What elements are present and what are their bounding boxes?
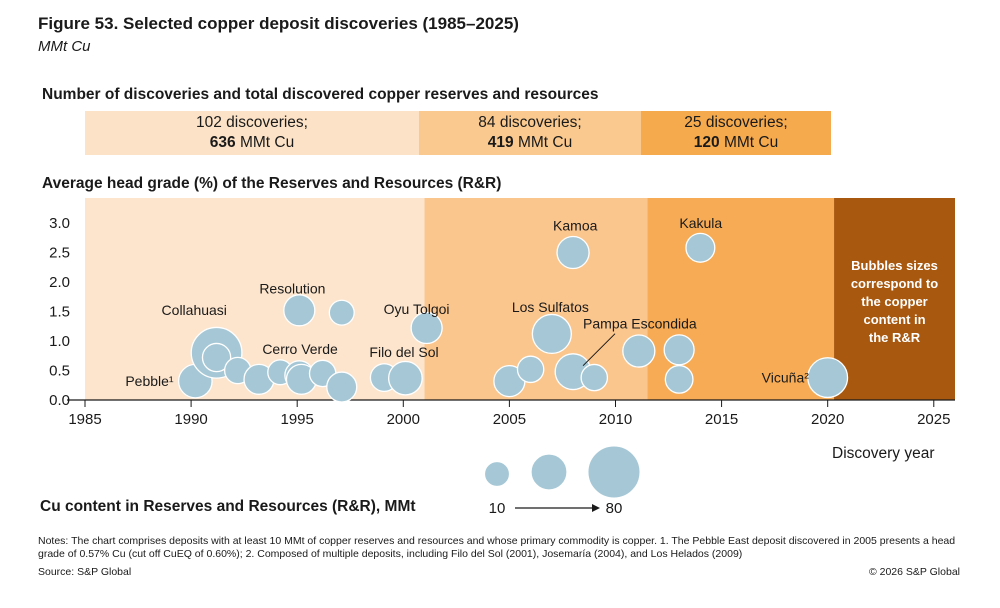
y-tick-label: 2.5 [49,245,70,262]
y-tick-label: 0.5 [49,363,70,380]
bubble-label: Resolution [259,280,325,296]
bubble [580,363,609,392]
size-legend-max: 80 [606,500,623,517]
size-legend-bubble [587,445,641,499]
y-tick-label: 1.0 [49,333,70,350]
y-tick-label: 0.0 [49,392,70,409]
band-count: 25 discoveries; [684,114,788,131]
bubble-label: Vicuña² [762,370,810,386]
bubble [326,371,358,403]
bubble [664,364,694,394]
bubble [663,334,695,366]
bubble-label: Cerro Verde [262,341,338,357]
bubble [283,294,316,327]
leader-line [582,333,616,367]
annotation-text: the R&R [869,330,921,345]
bubble-label: Oyu Tolgoi [384,301,450,317]
x-axis-title: Discovery year [832,445,935,462]
y-tick-label: 2.0 [49,274,70,291]
summary-band-2: 84 discoveries; 419 MMt Cu [419,111,641,155]
bubble-label: Kamoa [553,218,598,234]
x-tick-label: 1985 [68,411,101,428]
chart-title: Average head grade (%) of the Reserves a… [42,175,502,192]
summary-heading: Number of discoveries and total discover… [42,86,599,103]
band-count: 84 discoveries; [478,114,582,131]
bubble [531,313,572,355]
x-tick-label: 2015 [705,411,738,428]
x-tick-label: 1990 [174,411,207,428]
x-tick-label: 2020 [811,411,844,428]
bubble [410,311,443,345]
bubble [622,334,656,368]
annotation-text: Bubbles sizes [851,258,938,273]
y-tick-label: 3.0 [49,215,70,232]
band-value: 419 [487,134,514,151]
bubble-chart: Bubbles sizes correspond to the copper cont… [49,198,955,517]
copyright: © 2026 S&P Global [868,566,960,578]
figure-title: Figure 53. Selected copper deposit disco… [38,14,519,33]
y-tick-label: 1.5 [49,304,70,321]
annotation-text: correspond to [851,276,938,291]
source-note: Source: S&P Global [38,566,132,578]
bubble [328,299,355,326]
figure-subtitle: MMt Cu [38,38,91,55]
bubble [807,357,849,399]
band-unit: MMt Cu [517,134,573,151]
band-value: 120 [693,134,720,151]
band-value: 636 [209,134,236,151]
size-legend-bubble [484,461,510,487]
x-tick-label: 2000 [387,411,420,428]
bubble [388,360,423,396]
x-tick-label: 1995 [281,411,314,428]
size-legend-min: 10 [489,500,506,517]
summary-band-3: 25 discoveries; 120 MMt Cu [641,111,831,155]
bubble-label: Pampa Escondida [583,316,697,332]
band-unit: MMt Cu [723,134,779,151]
x-tick-label: 2025 [917,411,950,428]
bubble-label: Kakula [679,215,722,231]
bubble [685,232,716,263]
annotation-text: content in [863,312,925,327]
bubble-label: Los Sulfatos [512,299,589,315]
size-legend-arrowhead [592,504,600,512]
size-legend-title: Cu content in Reserves and Resources (R&… [40,498,416,515]
bubble [201,342,232,373]
bubble [516,355,545,384]
size-legend-bubble [530,453,568,491]
bubble-label: Pebble¹ [125,373,174,389]
x-tick-label: 2010 [599,411,632,428]
x-tick-label: 2005 [493,411,526,428]
annotation-text: the copper [861,294,927,309]
bubble-label: Collahuasi [162,302,227,318]
bubble [556,235,590,270]
period-background [834,198,955,400]
footnotes: Notes: The chart comprises deposits with… [38,535,956,560]
summary-band-1: 102 discoveries; 636 MMt Cu [85,111,419,155]
bubble-label: Filo del Sol [369,344,438,360]
band-count: 102 discoveries; [195,114,308,131]
band-unit: MMt Cu [239,134,295,151]
